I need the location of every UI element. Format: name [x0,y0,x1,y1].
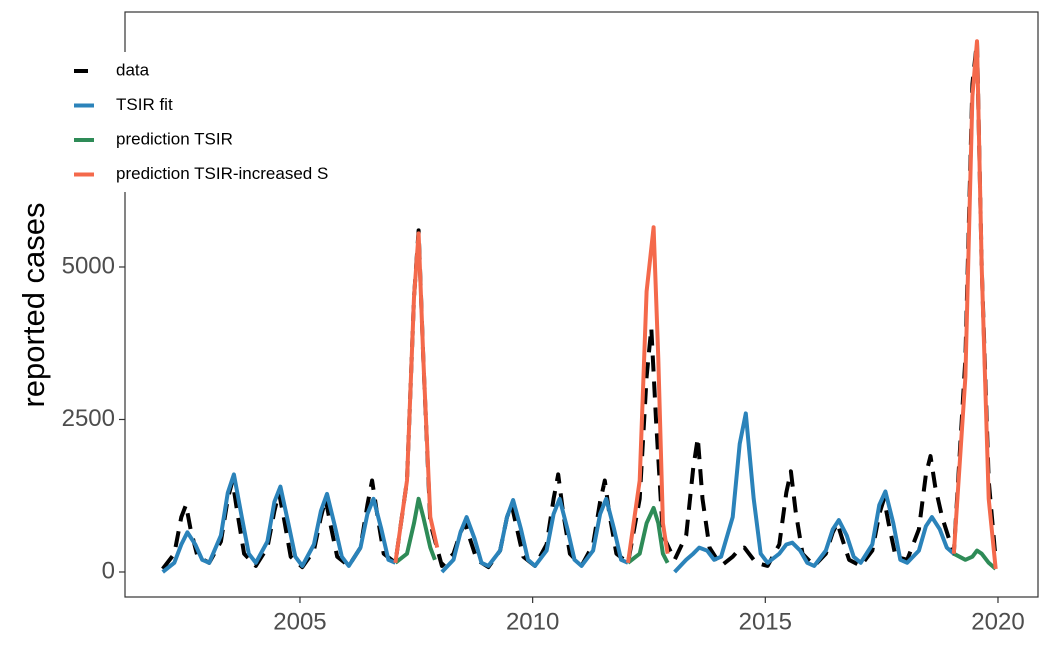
series-line [393,39,998,570]
x-tick-label: 2005 [273,608,326,635]
legend-label: prediction TSIR-increased S [116,164,328,183]
y-axis-title: reported cases [16,202,51,407]
legend-label: data [116,60,150,79]
y-tick-label: 5000 [62,252,115,279]
x-tick-label: 2015 [739,608,792,635]
x-tick-label: 2010 [506,608,559,635]
y-tick-label: 2500 [62,405,115,432]
series-line [394,496,998,571]
legend-label: TSIR fit [116,95,173,114]
plot-frame [124,11,1039,598]
x-tick-label: 2020 [971,608,1024,635]
y-tick-label: 0 [102,557,115,584]
legend-label: prediction TSIR [116,129,233,148]
series-line [161,411,956,574]
legend-box [60,52,370,192]
